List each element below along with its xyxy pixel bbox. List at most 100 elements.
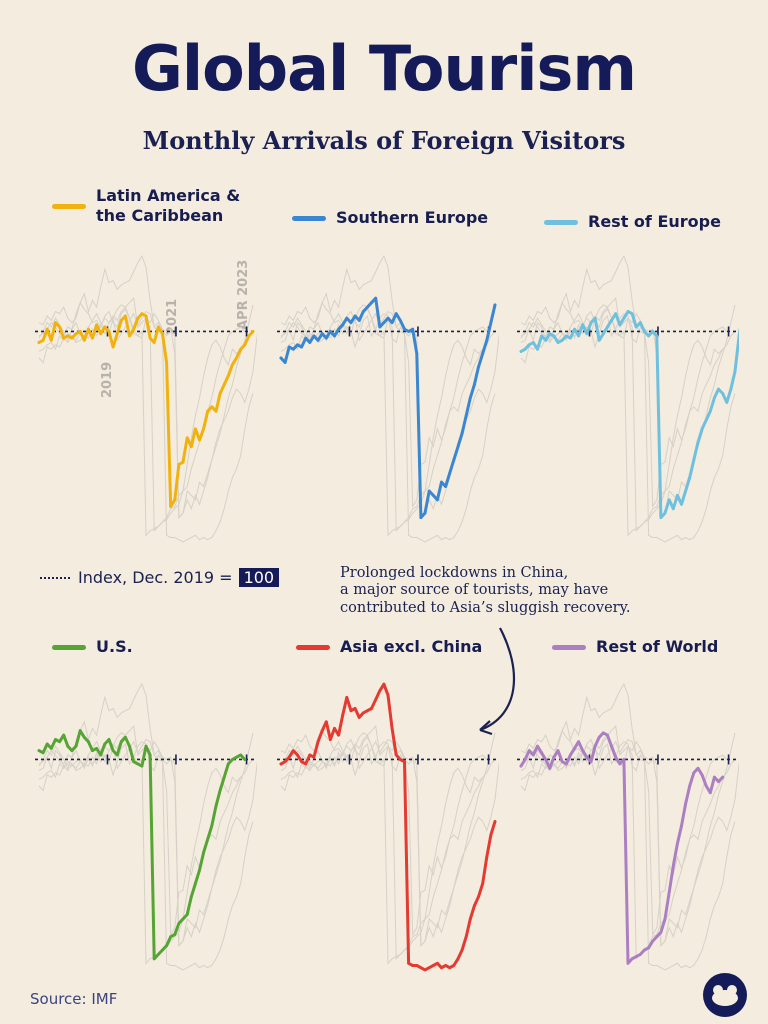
background-series-line [38, 741, 254, 937]
data-point [374, 296, 378, 300]
data-point [312, 334, 316, 338]
data-point [99, 753, 103, 757]
data-point [361, 711, 365, 715]
data-point [304, 336, 308, 340]
chart-us [35, 682, 257, 971]
data-point [345, 696, 349, 699]
background-series-line [38, 682, 254, 971]
data-point [634, 955, 638, 958]
legend-label-line2: the Caribbean [96, 206, 224, 225]
data-point [415, 964, 419, 967]
data-point [296, 343, 299, 347]
data-point [597, 735, 601, 739]
chart-rest-of-world [517, 682, 739, 971]
data-point [87, 327, 90, 331]
data-point [519, 350, 523, 353]
legend-swatch [544, 219, 578, 225]
data-point [544, 758, 548, 761]
data-point [676, 494, 679, 497]
data-point [333, 334, 336, 338]
data-point [103, 325, 107, 329]
background-series-line [38, 304, 242, 537]
data-point [444, 485, 447, 488]
data-point [708, 791, 712, 795]
legend-swatch [292, 215, 326, 221]
data-point [349, 709, 353, 713]
data-point [477, 365, 480, 369]
data-point [54, 321, 57, 324]
data-point [58, 325, 61, 329]
data-point [448, 471, 452, 475]
data-point [214, 804, 218, 808]
data-point [651, 939, 655, 943]
data-point [676, 842, 679, 845]
data-point [651, 330, 655, 333]
legend-asia-excl-china: Asia excl. China [296, 637, 482, 657]
data-point [485, 855, 489, 859]
data-point [124, 735, 127, 739]
data-point [366, 305, 369, 309]
data-point [692, 458, 696, 462]
data-point [536, 347, 539, 351]
data-point [733, 369, 737, 373]
data-point [573, 327, 576, 331]
data-point [165, 944, 169, 947]
data-point [548, 766, 552, 770]
data-point [671, 864, 675, 868]
data-point [173, 933, 177, 936]
data-point [493, 820, 497, 823]
data-point [407, 330, 410, 333]
data-point [663, 511, 667, 515]
data-point [601, 332, 605, 336]
data-point [556, 749, 560, 752]
data-point [659, 930, 663, 934]
data-point [444, 964, 447, 967]
data-point [66, 744, 70, 748]
data-point [643, 330, 646, 333]
annotation-line1: Prolonged lockdowns in China, [340, 565, 569, 581]
data-point [74, 744, 78, 748]
data-point [99, 332, 103, 336]
data-point [386, 693, 390, 697]
data-point [643, 948, 646, 952]
data-point [329, 738, 332, 741]
data-point [618, 323, 622, 327]
data-point [185, 913, 189, 916]
page-title: Global Tourism [132, 32, 637, 105]
data-point [456, 957, 460, 961]
data-point [91, 749, 94, 752]
index-note-value: 100 [238, 568, 280, 587]
baseline-dash-icon [40, 576, 70, 579]
data-point [140, 312, 144, 316]
data-point [552, 334, 556, 338]
data-point [626, 961, 630, 965]
data-point [436, 961, 439, 965]
data-point [684, 489, 687, 493]
background-series-line [520, 254, 736, 543]
data-point [136, 316, 140, 320]
data-point [589, 321, 593, 324]
data-point [382, 321, 386, 324]
data-point [115, 753, 119, 757]
data-point [349, 321, 353, 324]
data-point [626, 310, 630, 313]
data-point [560, 760, 564, 764]
data-point [144, 314, 148, 318]
data-point [700, 773, 704, 777]
data-point [189, 895, 193, 899]
data-point [231, 363, 234, 367]
data-point [473, 904, 476, 908]
legend-label: Rest of Europe [588, 212, 721, 231]
data-point [577, 334, 580, 338]
data-point [132, 327, 136, 331]
data-point [485, 338, 489, 342]
data-point [407, 961, 410, 965]
data-point [361, 310, 365, 313]
data-point [527, 343, 531, 347]
background-series-line [38, 254, 254, 543]
data-point [704, 418, 708, 422]
data-point [337, 733, 340, 737]
data-point [394, 753, 398, 757]
data-point [91, 336, 94, 340]
data-point [390, 727, 394, 730]
